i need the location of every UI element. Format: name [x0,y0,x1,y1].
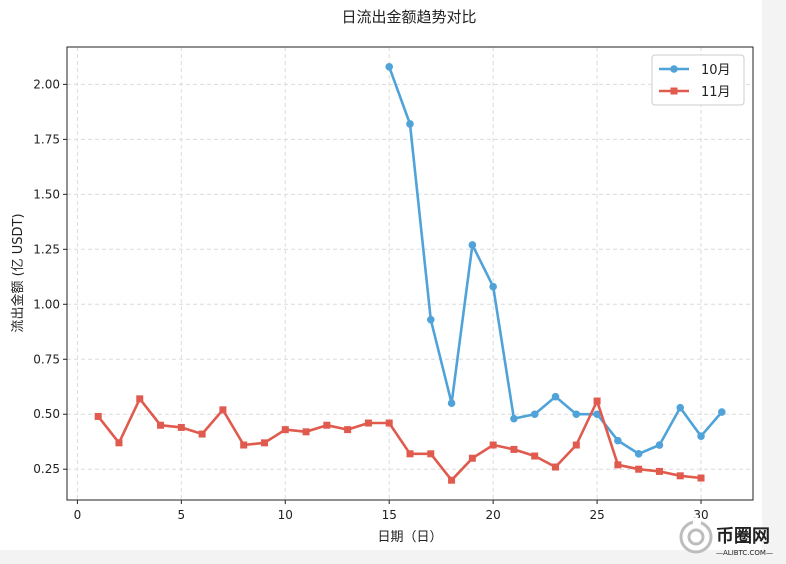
data-point [573,410,581,418]
data-point [469,455,476,462]
data-point [323,422,330,429]
watermark-brand: 币圈网 [716,526,770,547]
data-point [531,453,538,460]
data-point [95,413,102,420]
y-tick-label: 1.25 [33,242,60,256]
x-tick-label: 15 [382,508,397,522]
x-tick-label: 10 [278,508,293,522]
data-point [718,408,726,416]
x-tick-label: 25 [589,508,604,522]
data-point [594,398,601,405]
y-tick-label: 1.75 [33,132,60,146]
data-point [677,472,684,479]
data-point [282,426,289,433]
data-point [552,464,559,471]
data-point [469,241,477,249]
data-point [407,450,414,457]
x-axis-label: 日期（日） [377,530,442,545]
watermark-logo-icon [681,518,711,552]
data-point [427,316,435,324]
data-point [385,63,393,71]
data-point [157,422,164,429]
data-point [178,424,185,431]
chart-title: 日流出金额趋势对比 [341,8,476,26]
data-point [489,283,497,291]
x-tick-label: 20 [486,508,501,522]
series-1 [385,63,725,458]
data-point [614,461,621,468]
x-tick-label: 0 [74,508,82,522]
data-point [344,426,351,433]
series-lines [95,63,726,484]
data-point [614,437,622,445]
data-point [656,441,664,449]
data-point [365,420,372,427]
data-point [490,442,497,449]
data-point [697,432,705,440]
data-point [448,399,456,407]
data-point [199,431,206,438]
y-axis-label: 流出金额 (亿 USDT) [10,213,26,332]
data-point [552,393,560,401]
plot-area-frame [67,47,753,500]
data-point [261,439,268,446]
data-point [635,466,642,473]
data-point [136,395,143,402]
series-2 [95,395,705,483]
y-tick-label: 0.50 [33,407,60,421]
watermark-url: —ALIBTC.COM— [716,549,773,557]
y-tick-label: 2.00 [33,77,60,91]
data-point [656,468,663,475]
legend-label: 11月 [701,85,731,100]
data-point [510,415,518,423]
data-point [510,446,517,453]
y-tick-label: 1.00 [33,297,60,311]
y-tick-label: 1.50 [33,187,60,201]
legend-label: 10月 [701,63,731,78]
y-tick-label: 0.75 [33,352,60,366]
data-point [635,450,643,458]
data-point [676,404,684,412]
data-point [427,450,434,457]
series-line [98,399,701,480]
data-point [115,439,122,446]
data-point [406,120,414,128]
data-point [698,475,705,482]
data-point [386,420,393,427]
data-point [448,477,455,484]
data-point [240,442,247,449]
data-point [219,406,226,413]
watermark: 币圈网 —ALIBTC.COM— [676,514,784,560]
data-point [573,442,580,449]
legend-swatch-marker [670,65,678,73]
y-tick-label: 0.25 [33,462,60,476]
grid-lines [67,47,753,500]
legend-swatch-marker [671,88,678,95]
x-tick-label: 5 [178,508,186,522]
data-point [531,410,539,418]
data-point [303,428,310,435]
